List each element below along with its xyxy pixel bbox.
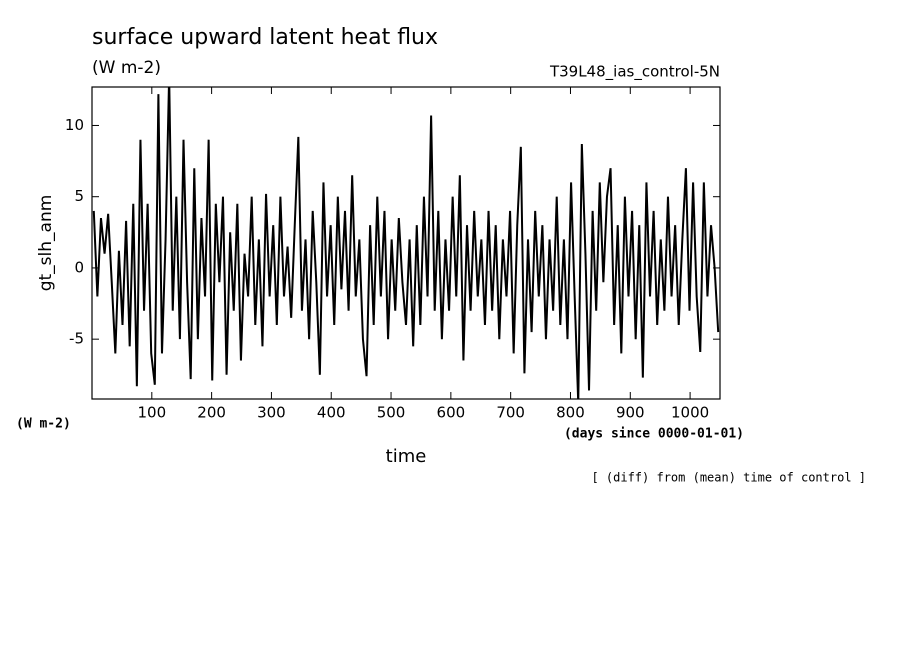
y-tick-label: -5: [69, 330, 84, 348]
y-units: (W m-2): [16, 417, 71, 432]
y-axis-label: gt_slh_anm: [36, 195, 56, 292]
y-tick-label: 0: [74, 258, 84, 276]
x-tick-label: 700: [496, 404, 525, 422]
x-tick-label: 400: [317, 404, 346, 422]
x-tick-label: 900: [616, 404, 645, 422]
chart-title: surface upward latent heat flux: [92, 25, 438, 50]
annotation: T39L48_ias_control-5N: [549, 63, 720, 82]
y-tick-label: 5: [74, 187, 84, 205]
x-tick-label: 100: [137, 404, 166, 422]
x-tick-label: 600: [437, 404, 466, 422]
data-line: [92, 87, 720, 399]
x-tick-label: 500: [377, 404, 406, 422]
x-tick-label: 300: [257, 404, 286, 422]
x-axis-label: time: [386, 446, 427, 467]
plot-frame: [91, 86, 721, 400]
chart-subtitle: (W m-2): [92, 58, 161, 78]
x-tick-label: 1000: [671, 404, 709, 422]
footnote: [ (diff) from (mean) time of control ]: [591, 471, 866, 485]
x-units: (days since 0000-01-01): [564, 427, 744, 442]
y-tick-label: 10: [65, 116, 84, 134]
x-tick-label: 800: [556, 404, 585, 422]
x-tick-label: 200: [197, 404, 226, 422]
